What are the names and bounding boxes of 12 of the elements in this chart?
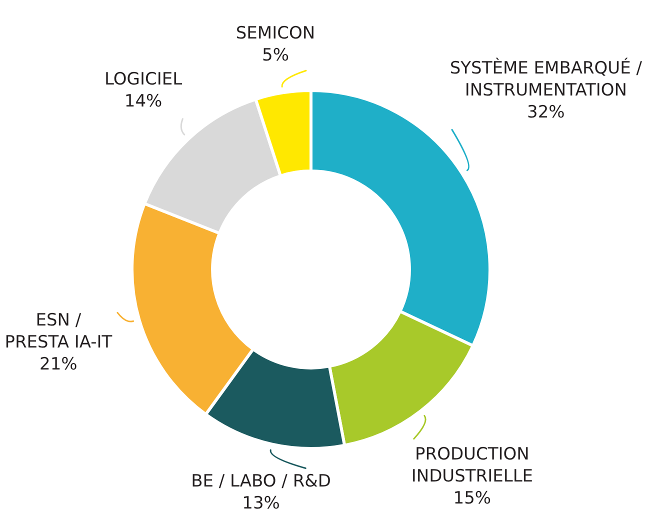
slice-label: LOGICIEL	[104, 69, 183, 90]
data-label: 21%	[40, 354, 78, 374]
slice-label: SEMICON	[236, 24, 316, 44]
data-label: 32%	[527, 102, 565, 122]
data-label: 5%	[262, 46, 289, 66]
data-label: 15%	[453, 488, 492, 509]
slice-label: SYSTÈME EMBARQUÉ / INSTRUMENTATION	[450, 57, 642, 100]
slice-label: ESN / PRESTA IA-IT	[4, 310, 113, 352]
slice-label: BE / LABO / R&D	[191, 471, 331, 492]
data-label: 13%	[242, 493, 280, 514]
slice-label: PRODUCTION INDUSTRIELLE	[411, 444, 534, 487]
data-label: 14%	[124, 91, 162, 112]
